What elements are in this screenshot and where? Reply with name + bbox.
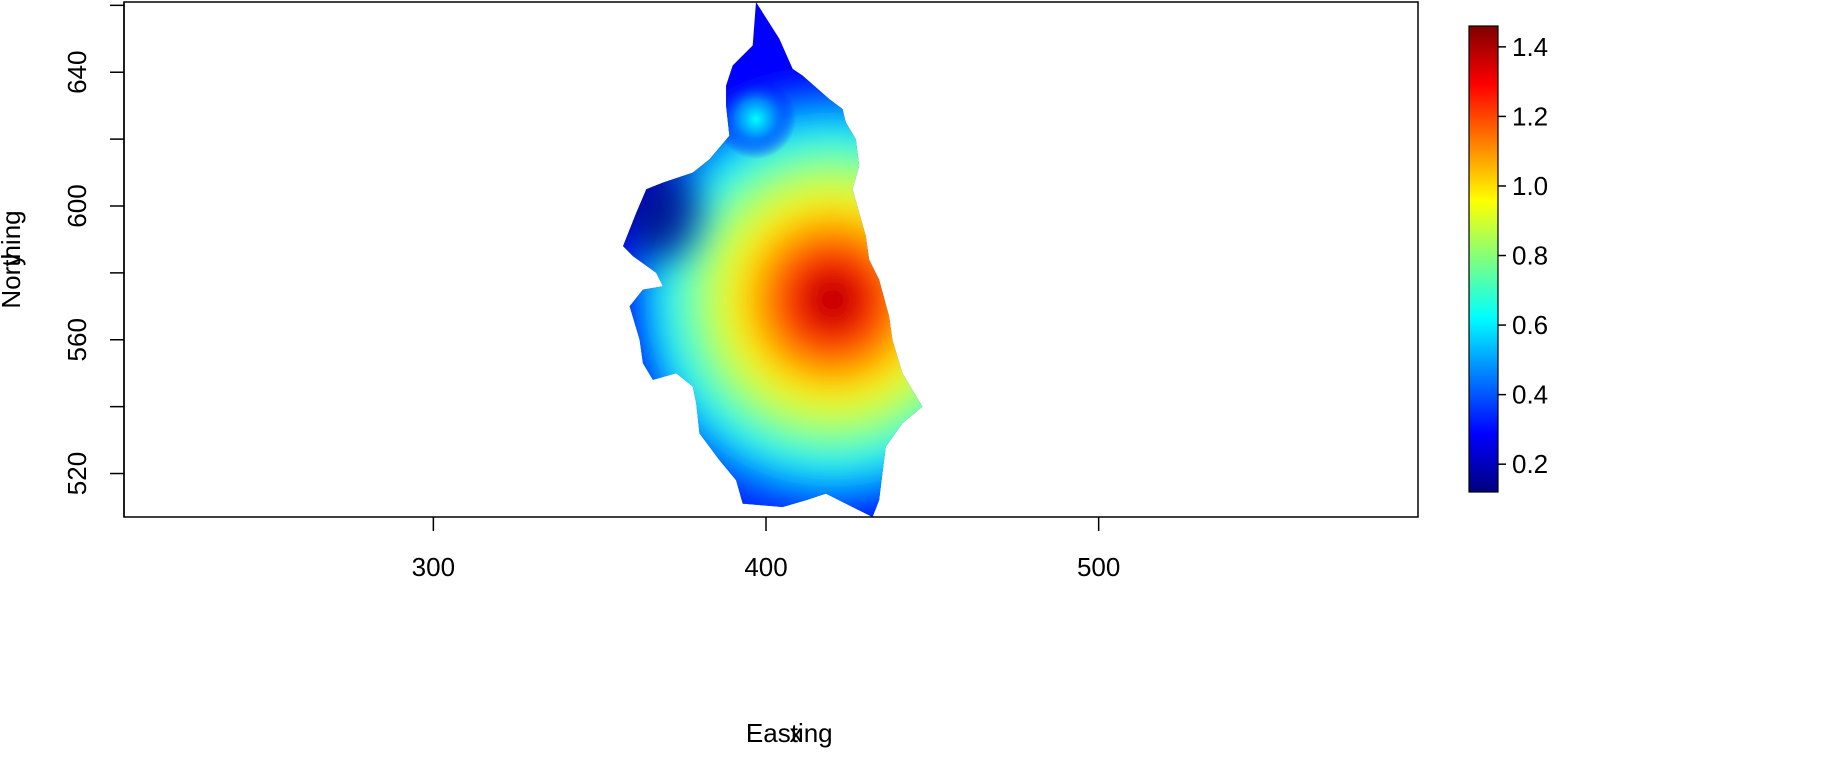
colorbar-ticks: 0.2 0.4 0.6 0.8 1.0 1.2 1.4 [1498, 32, 1548, 479]
y-tick-label: 560 [62, 318, 92, 361]
heatmap-hot-spot [626, 42, 923, 517]
colorbar-tick-label: 0.2 [1512, 449, 1548, 479]
heatmap-region [623, 2, 923, 517]
y-axis: 520 560 600 640 [62, 2, 125, 517]
x-tick-label: 300 [412, 552, 455, 582]
y-tick-label: 520 [62, 452, 92, 495]
colorbar-rect [1468, 25, 1499, 493]
y-tick-label: 600 [62, 184, 92, 227]
colorbar-tick-label: 1.4 [1512, 32, 1548, 62]
y-axis-overlap-label: y [0, 253, 26, 266]
colorbar-tick-label: 0.8 [1512, 241, 1548, 271]
x-axis: 300 400 500 [412, 517, 1120, 582]
x-axis-label: Easting [746, 718, 833, 748]
y-tick-label: 640 [62, 51, 92, 94]
x-axis-overlap-label: x [789, 718, 802, 748]
colorbar-tick-label: 1.0 [1512, 171, 1548, 201]
heatmap-dark-spot [623, 165, 700, 260]
y-axis-label: Northing [0, 210, 26, 308]
colorbar: 0.2 0.4 0.6 0.8 1.0 1.2 1.4 [1468, 25, 1548, 493]
x-tick-label: 500 [1077, 552, 1120, 582]
colorbar-tick-label: 1.2 [1512, 101, 1548, 131]
heatmap-light-spot [702, 72, 810, 166]
colorbar-tick-label: 0.4 [1512, 380, 1548, 410]
colorbar-tick-label: 0.6 [1512, 310, 1548, 340]
x-tick-label: 400 [744, 552, 787, 582]
